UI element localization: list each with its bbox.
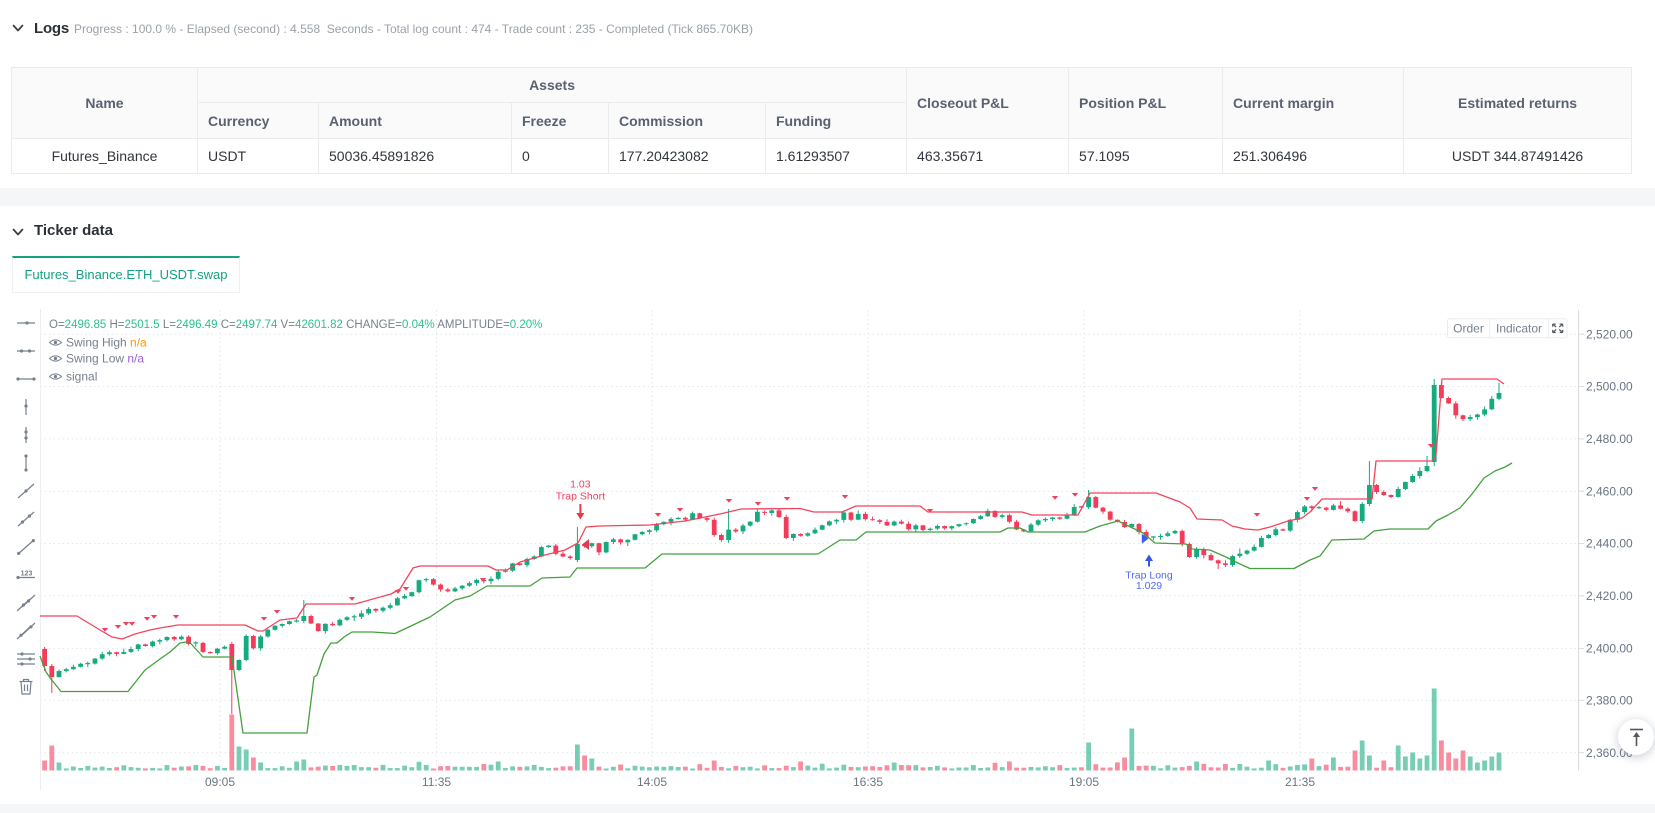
svg-text:O=2496.85 H=2501.5 L=2496.49 C: O=2496.85 H=2501.5 L=2496.49 C=2497.74 V… — [49, 319, 542, 331]
svg-text:16:35: 16:35 — [853, 775, 883, 789]
svg-text:Trap Short: Trap Short — [556, 491, 605, 503]
svg-text:123: 123 — [21, 571, 33, 578]
svg-text:11:35: 11:35 — [422, 775, 451, 789]
svg-text:Indicator: Indicator — [1496, 321, 1542, 335]
svg-text:21:35: 21:35 — [1285, 775, 1315, 789]
svg-text:2,440.00: 2,440.00 — [1586, 537, 1633, 551]
svg-text:signal: signal — [66, 370, 97, 384]
svg-text:2,380.00: 2,380.00 — [1586, 694, 1633, 708]
svg-text:1.029: 1.029 — [1136, 580, 1162, 592]
svg-text:19:05: 19:05 — [1069, 775, 1099, 789]
svg-text:Order: Order — [1453, 321, 1484, 335]
svg-text:2,520.00: 2,520.00 — [1586, 327, 1633, 341]
svg-text:2,360.00: 2,360.00 — [1586, 746, 1633, 760]
svg-text:2,420.00: 2,420.00 — [1586, 589, 1633, 603]
svg-text:1.03: 1.03 — [570, 479, 591, 491]
svg-text:Swing Low n/a: Swing Low n/a — [66, 352, 144, 366]
svg-text:2,460.00: 2,460.00 — [1586, 484, 1633, 498]
svg-text:Trap Long: Trap Long — [1125, 570, 1173, 582]
svg-text:2,500.00: 2,500.00 — [1586, 380, 1633, 394]
svg-text:Swing High n/a: Swing High n/a — [66, 336, 147, 350]
svg-text:2,400.00: 2,400.00 — [1586, 642, 1633, 656]
svg-text:2,480.00: 2,480.00 — [1586, 432, 1633, 446]
svg-text:09:05: 09:05 — [205, 775, 235, 789]
svg-text:14:05: 14:05 — [637, 775, 667, 789]
